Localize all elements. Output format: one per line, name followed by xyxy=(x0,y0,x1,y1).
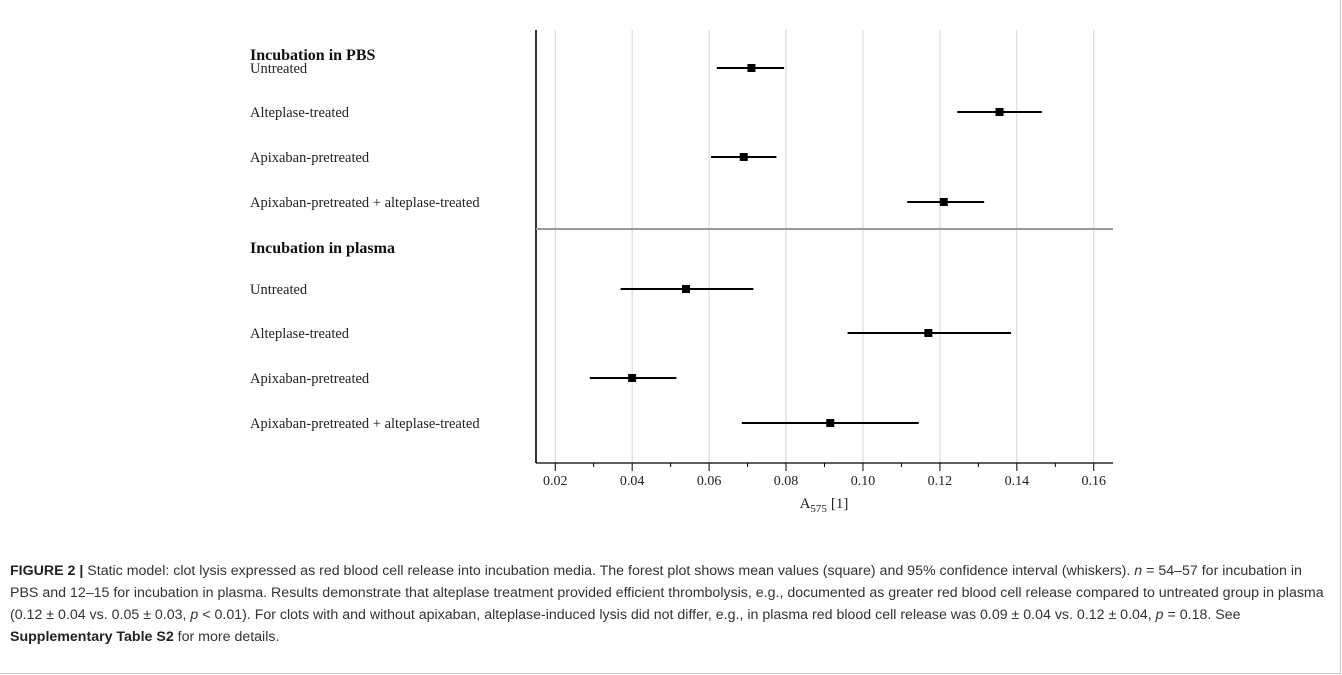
row-label: Untreated xyxy=(250,61,308,77)
row-label: Alteplase-treated xyxy=(250,326,350,342)
caption-text: Static model: clot lysis expressed as re… xyxy=(83,563,1135,579)
caption-text: = 54–57 for incubation in PBS and 12–15 … xyxy=(10,563,1324,623)
forest-plot: 0.02 0.04 0.06 0.08 0.10 0.12 0.14 0.16 Incubat… xyxy=(250,30,1113,515)
mean-marker xyxy=(682,285,691,293)
mean-marker xyxy=(747,64,756,72)
row-label: Apixaban-pretreated xyxy=(250,371,370,387)
caption-text: = 0.18. See xyxy=(1163,607,1241,623)
x-tick-label: 0.10 xyxy=(851,474,876,489)
n-symbol: n xyxy=(1134,563,1143,579)
mean-marker xyxy=(924,329,933,337)
mean-marker xyxy=(995,108,1004,116)
row-label: Alteplase-treated xyxy=(250,105,350,121)
estimates xyxy=(589,64,1042,427)
mean-marker xyxy=(939,198,948,206)
x-tick-label: 0.14 xyxy=(1005,474,1030,489)
supplementary-table-link[interactable]: Supplementary Table S2 xyxy=(10,629,174,645)
row-label: Apixaban-pretreated xyxy=(250,150,370,166)
gridlines xyxy=(554,30,1095,463)
x-tick-label: 0.06 xyxy=(697,474,722,489)
caption-text: < 0.01). For clots with and without apix… xyxy=(198,607,1156,623)
mean-marker xyxy=(739,153,748,161)
row-label: Untreated xyxy=(250,282,308,298)
x-tick-label: 0.02 xyxy=(543,474,568,489)
mean-marker xyxy=(628,374,637,382)
group-title: Incubation in PBS xyxy=(250,47,375,64)
x-tick-label: 0.12 xyxy=(928,474,953,489)
row-labels: Incubation in PBSUntreatedAlteplase-trea… xyxy=(250,47,480,432)
p-symbol: p xyxy=(1155,607,1164,623)
mean-marker xyxy=(826,419,835,427)
row-label: Apixaban-pretreated + alteplase-treated xyxy=(250,416,480,432)
caption-text: for more details. xyxy=(173,629,280,645)
group-title: Incubation in plasma xyxy=(250,240,395,257)
figure-caption: FIGURE 2 | Static model: clot lysis expr… xyxy=(10,560,1332,648)
x-axis-title: A575 [1] xyxy=(800,496,849,515)
x-tick-label: 0.16 xyxy=(1082,474,1107,489)
row-label: Apixaban-pretreated + alteplase-treated xyxy=(250,195,480,211)
axes xyxy=(535,30,1113,464)
x-tick-label: 0.08 xyxy=(774,474,799,489)
x-tick-label: 0.04 xyxy=(620,474,645,489)
figure-label: FIGURE 2 | xyxy=(10,563,84,579)
x-axis-ticks: 0.02 0.04 0.06 0.08 0.10 0.12 0.14 0.16 xyxy=(543,463,1106,489)
p-symbol: p xyxy=(190,607,199,623)
